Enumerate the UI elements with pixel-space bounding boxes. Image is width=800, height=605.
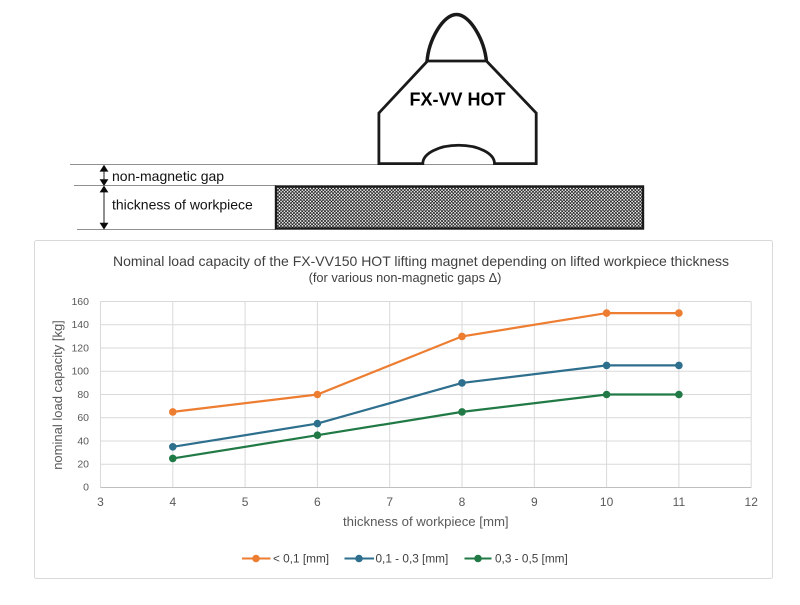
svg-text:thickness of workpiece [mm]: thickness of workpiece [mm] [343, 514, 509, 529]
svg-text:160: 160 [71, 296, 89, 308]
svg-text:12: 12 [745, 495, 759, 509]
svg-text:20: 20 [77, 459, 89, 471]
svg-text:0,3 - 0,5 [mm]: 0,3 - 0,5 [mm] [495, 552, 568, 566]
svg-text:9: 9 [531, 495, 538, 509]
svg-text:10: 10 [600, 495, 614, 509]
svg-text:FX-VV HOT: FX-VV HOT [409, 90, 505, 110]
svg-text:7: 7 [386, 495, 393, 509]
svg-text:(for various non-magnetic gaps: (for various non-magnetic gaps Δ) [309, 270, 502, 285]
svg-text:140: 140 [71, 319, 89, 331]
svg-text:11: 11 [673, 495, 686, 509]
svg-text:3: 3 [97, 495, 104, 509]
svg-text:0,1 - 0,3 [mm]: 0,1 - 0,3 [mm] [376, 552, 449, 566]
svg-text:120: 120 [71, 343, 89, 355]
svg-text:4: 4 [169, 495, 176, 509]
svg-text:60: 60 [77, 412, 89, 424]
svg-text:8: 8 [459, 495, 466, 509]
svg-text:80: 80 [77, 389, 89, 401]
svg-text:< 0,1 [mm]: < 0,1 [mm] [273, 552, 329, 566]
svg-text:thickness of workpiece: thickness of workpiece [112, 197, 253, 213]
svg-text:0: 0 [83, 482, 89, 494]
svg-text:nominal load capacity [kg]: nominal load capacity [kg] [50, 320, 65, 470]
svg-text:non-magnetic gap: non-magnetic gap [112, 168, 224, 184]
svg-text:100: 100 [71, 366, 89, 378]
svg-text:40: 40 [77, 436, 89, 448]
svg-text:5: 5 [242, 495, 249, 509]
svg-text:6: 6 [314, 495, 321, 509]
svg-text:Nominal load capacity of the F: Nominal load capacity of the FX-VV150 HO… [113, 253, 729, 269]
